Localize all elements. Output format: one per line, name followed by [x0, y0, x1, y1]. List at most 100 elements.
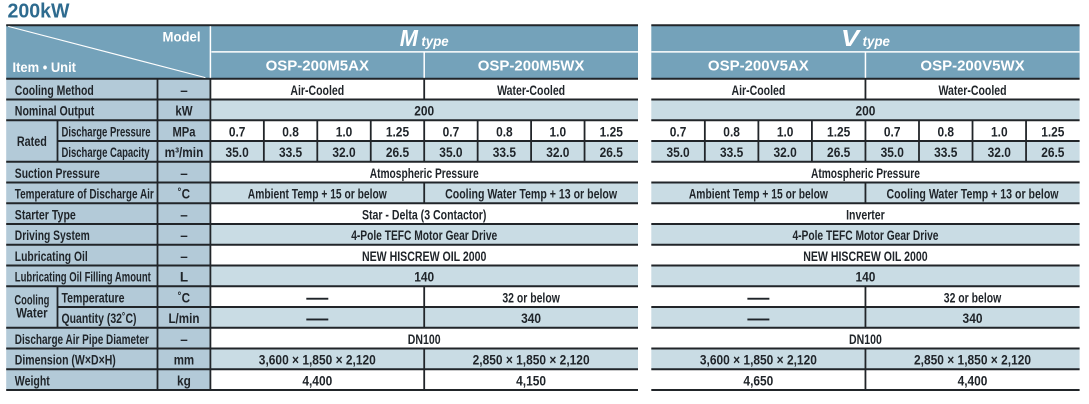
svg-text:Temperature of Discharge Air: Temperature of Discharge Air	[15, 187, 155, 202]
svg-text:Temperature: Temperature	[62, 290, 125, 305]
svg-text:32 or below: 32 or below	[502, 290, 560, 305]
svg-text:200: 200	[414, 104, 434, 119]
svg-text:4,400: 4,400	[302, 373, 332, 388]
svg-text:Cooling Water Temp + 13 or bel: Cooling Water Temp + 13 or below	[887, 187, 1059, 202]
svg-text:Model: Model	[163, 30, 201, 45]
svg-text:NEW HISCREW OIL 2000: NEW HISCREW OIL 2000	[362, 249, 487, 264]
svg-text:Nominal Output: Nominal Output	[15, 104, 95, 119]
svg-text:32.0: 32.0	[988, 145, 1011, 160]
svg-text:33.5: 33.5	[934, 145, 958, 160]
svg-text:2,850 × 1,850 × 2,120: 2,850 × 1,850 × 2,120	[914, 353, 1031, 368]
svg-text:Water-Cooled: Water-Cooled	[938, 83, 1006, 98]
svg-text:32 or below: 32 or below	[944, 290, 1002, 305]
svg-text:1.0: 1.0	[336, 124, 353, 139]
svg-text:0.7: 0.7	[670, 124, 687, 139]
svg-text:Discharge Capacity: Discharge Capacity	[62, 145, 150, 160]
svg-text:NEW HISCREW OIL 2000: NEW HISCREW OIL 2000	[803, 249, 928, 264]
svg-text:Cooling Method: Cooling Method	[15, 83, 94, 98]
svg-text:0.7: 0.7	[443, 124, 460, 139]
svg-text:0.8: 0.8	[937, 124, 954, 139]
svg-text:m³/min: m³/min	[165, 145, 204, 160]
svg-text:0.8: 0.8	[496, 124, 513, 139]
svg-text:33.5: 33.5	[720, 145, 744, 160]
svg-text:340: 340	[963, 311, 983, 326]
svg-text:140: 140	[855, 270, 875, 285]
svg-text:–: –	[180, 249, 188, 264]
svg-text:Atmospheric Pressure: Atmospheric Pressure	[370, 166, 479, 181]
svg-text:Air-Cooled: Air-Cooled	[731, 83, 785, 98]
svg-text:kg: kg	[177, 373, 191, 388]
svg-text:26.5: 26.5	[386, 145, 410, 160]
svg-text:Dimension (W×D×H): Dimension (W×D×H)	[15, 353, 116, 368]
svg-text:1.25: 1.25	[827, 124, 851, 139]
svg-text:mm: mm	[174, 353, 195, 368]
svg-text:MPa: MPa	[172, 124, 195, 139]
svg-text:Air-Cooled: Air-Cooled	[290, 83, 344, 98]
svg-text:340: 340	[521, 311, 541, 326]
svg-text:OSP-200V5AX: OSP-200V5AX	[708, 58, 809, 75]
svg-text:32.0: 32.0	[546, 145, 569, 160]
svg-text:33.5: 33.5	[279, 145, 303, 160]
svg-text:Driving System: Driving System	[15, 228, 90, 243]
svg-text:200: 200	[855, 104, 875, 119]
svg-text:˚C: ˚C	[178, 187, 191, 202]
svg-text:Starter Type: Starter Type	[15, 207, 76, 222]
svg-text:1.25: 1.25	[1041, 124, 1065, 139]
svg-text:3,600 × 1,850 × 2,120: 3,600 × 1,850 × 2,120	[259, 353, 376, 368]
svg-text:0.7: 0.7	[229, 124, 246, 139]
svg-text:4-Pole TEFC Motor Gear Drive: 4-Pole TEFC Motor Gear Drive	[351, 228, 497, 243]
svg-text:33.5: 33.5	[493, 145, 517, 160]
svg-text:3,600 × 1,850 × 2,120: 3,600 × 1,850 × 2,120	[700, 353, 817, 368]
svg-text:Quantity (32˚C): Quantity (32˚C)	[62, 311, 137, 326]
svg-text:M: M	[400, 25, 419, 51]
svg-text:35.0: 35.0	[666, 145, 689, 160]
svg-text:200kW: 200kW	[8, 0, 70, 22]
svg-text:type: type	[863, 34, 891, 49]
svg-text:1.0: 1.0	[550, 124, 567, 139]
svg-text:Rated: Rated	[17, 134, 47, 149]
svg-text:35.0: 35.0	[439, 145, 462, 160]
svg-text:0.7: 0.7	[884, 124, 901, 139]
svg-text:kW: kW	[175, 104, 192, 119]
svg-text:DN100: DN100	[849, 332, 882, 347]
svg-text:L: L	[180, 270, 188, 285]
svg-text:Water: Water	[16, 306, 48, 321]
svg-text:Item • Unit: Item • Unit	[13, 60, 77, 75]
svg-text:1.0: 1.0	[777, 124, 794, 139]
svg-text:Suction Pressure: Suction Pressure	[15, 166, 100, 181]
svg-text:OSP-200M5AX: OSP-200M5AX	[266, 58, 369, 75]
svg-text:Lubricating Oil: Lubricating Oil	[15, 249, 88, 264]
svg-text:Cooling Water Temp + 13 or bel: Cooling Water Temp + 13 or below	[445, 187, 617, 202]
svg-text:OSP-200M5WX: OSP-200M5WX	[478, 58, 585, 75]
svg-text:0.8: 0.8	[282, 124, 299, 139]
svg-text:1.25: 1.25	[386, 124, 410, 139]
svg-text:type: type	[421, 34, 449, 49]
svg-text:L/min: L/min	[168, 311, 199, 326]
svg-text:–: –	[180, 83, 188, 98]
svg-text:32.0: 32.0	[774, 145, 797, 160]
svg-text:32.0: 32.0	[332, 145, 355, 160]
svg-text:4-Pole TEFC Motor Gear Drive: 4-Pole TEFC Motor Gear Drive	[792, 228, 938, 243]
svg-text:4,650: 4,650	[743, 373, 773, 388]
svg-text:˚C: ˚C	[178, 290, 191, 305]
svg-text:35.0: 35.0	[881, 145, 904, 160]
svg-text:1.25: 1.25	[600, 124, 624, 139]
svg-text:26.5: 26.5	[600, 145, 624, 160]
svg-text:Atmospheric Pressure: Atmospheric Pressure	[811, 166, 920, 181]
svg-text:2,850 × 1,850 × 2,120: 2,850 × 1,850 × 2,120	[473, 353, 590, 368]
svg-text:–: –	[180, 228, 188, 243]
svg-text:Ambient Temp + 15 or below: Ambient Temp + 15 or below	[689, 187, 828, 202]
svg-text:–: –	[180, 207, 188, 222]
svg-text:V: V	[841, 25, 861, 51]
svg-text:Inverter: Inverter	[846, 207, 885, 222]
svg-text:Weight: Weight	[15, 373, 50, 388]
svg-text:Cooling: Cooling	[14, 292, 49, 307]
svg-text:Discharge Air Pipe Diameter: Discharge Air Pipe Diameter	[15, 332, 150, 347]
svg-text:140: 140	[414, 270, 434, 285]
svg-text:–: –	[180, 332, 188, 347]
svg-text:Ambient Temp + 15 or below: Ambient Temp + 15 or below	[248, 187, 387, 202]
svg-text:26.5: 26.5	[827, 145, 851, 160]
svg-text:4,150: 4,150	[516, 373, 546, 388]
svg-text:OSP-200V5WX: OSP-200V5WX	[920, 58, 1024, 75]
svg-text:DN100: DN100	[408, 332, 441, 347]
